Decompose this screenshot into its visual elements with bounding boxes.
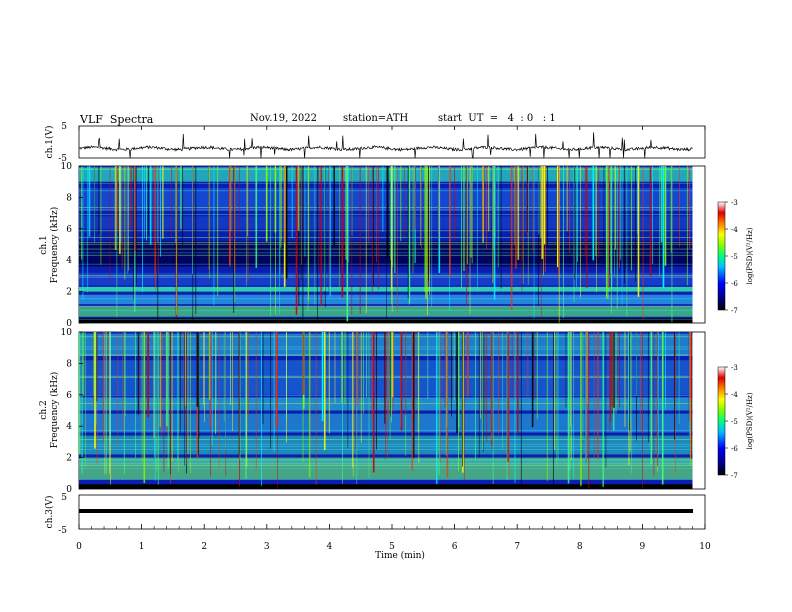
ch1-waveform-panel: 5 -5 ch.1(V): [44, 122, 706, 164]
ch1-waveform-line: [78, 132, 693, 160]
ch2-colorbar-label: log(PSD)(V²/Hz): [746, 392, 754, 449]
ch1-spectrogram-ylabel-line2: Frequency (kHz): [49, 207, 60, 284]
ch1-spectrogram-panel: 10 8 6 4 2 0 ch.1 Frequency (kHz): [39, 162, 706, 329]
figure-title: VLF Spectra: [80, 113, 154, 126]
ch1-colorbar-label: log(PSD)(V²/Hz): [746, 227, 754, 284]
spec1-band-6: [79, 294, 693, 305]
ch2-spec-ytick-2: 6: [66, 391, 72, 401]
time-axis: 0 1 2 3 4 5 6 7 8 9 10: [76, 126, 711, 552]
xtick-1: 1: [139, 542, 145, 552]
spec1-band-2: [79, 216, 693, 229]
xtick-0: 0: [76, 542, 82, 552]
start-time-label: start UT = 4 : 0 : 1: [438, 113, 556, 124]
ch2-colorbar-tick-0: -3: [731, 364, 738, 372]
spec1-band-5: [79, 286, 693, 292]
ch2-spec-ytick-5: 0: [66, 485, 72, 495]
xtick-2: 2: [201, 542, 207, 552]
ch1-colorbar-tick-4: -7: [731, 307, 738, 315]
ch2-spectrogram-ylabel-line1: ch.2: [39, 400, 49, 419]
ch2-spectrogram-panel: 10 8 6 4 2 0 ch.2 Frequency (kHz): [39, 328, 706, 495]
xtick-8: 8: [577, 542, 583, 552]
ch1-colorbar: -3 -4 -5 -6 -7 log(PSD)(V²/Hz): [717, 199, 754, 315]
station-label: station=ATH: [343, 113, 409, 124]
ch2-spec-ytick-0: 10: [61, 328, 73, 338]
xtick-3: 3: [264, 542, 270, 552]
xtick-10: 10: [699, 542, 711, 552]
ch1-spec-ytick-5: 0: [66, 319, 72, 329]
xtick-9: 9: [640, 542, 646, 552]
spec1-band-7: [79, 307, 693, 317]
ch1-colorbar-tick-2: -5: [731, 253, 738, 261]
date-label: Nov.19, 2022: [250, 113, 317, 124]
ch3-waveform-panel: 5 -5 ch.3(V): [44, 493, 706, 536]
ch1-spec-ytick-4: 2: [66, 288, 72, 298]
ch2-colorbar-tick-3: -6: [731, 445, 738, 453]
ch3-ytick-top: 5: [61, 493, 67, 503]
ch3-waveform-trace: [79, 509, 693, 513]
ch2-spectrogram: [78, 332, 693, 489]
ch2-spec-ytick-1: 8: [66, 359, 72, 369]
ch1-colorbar-tick-0: -3: [731, 199, 738, 207]
spec1-band-8: [79, 318, 693, 323]
ch1-spec-ytick-2: 6: [66, 225, 72, 235]
xtick-6: 6: [452, 542, 458, 552]
ch1-ylabel: ch.1(V): [44, 126, 55, 159]
ch1-ytick-top: 5: [61, 122, 67, 132]
ch1-colorbar-tick-1: -4: [731, 226, 738, 234]
ch2-spec-ytick-4: 2: [66, 454, 72, 464]
ch1-ytick-bottom: -5: [58, 154, 67, 164]
ch1-spectrogram-ylabel-line1: ch.1: [39, 235, 49, 254]
ch2-colorbar-tick-1: -4: [731, 391, 738, 399]
spec1-band-3: [79, 241, 693, 267]
xtick-4: 4: [327, 542, 333, 552]
ch2-colorbar: -3 -4 -5 -6 -7 log(PSD)(V²/Hz): [717, 364, 754, 480]
ch2-spectrogram-ylabel-line2: Frequency (kHz): [49, 372, 60, 449]
spec2-band-6: [79, 484, 693, 489]
ch1-spectrogram: [79, 166, 693, 323]
xtick-7: 7: [514, 542, 520, 552]
ch2-spec-ytick-3: 4: [66, 422, 72, 432]
spec1-band-4: [79, 272, 693, 286]
spec1-band-1: [79, 187, 693, 210]
ch2-colorbar-tick-4: -7: [731, 472, 738, 480]
x-axis-label: Time (min): [375, 550, 425, 561]
ch1-spec-ytick-1: 8: [66, 193, 72, 203]
ch1-colorbar-tick-3: -6: [731, 280, 738, 288]
ch3-ytick-bottom: -5: [58, 526, 67, 536]
ch2-colorbar-tick-2: -5: [731, 418, 738, 426]
ch3-ylabel: ch.3(V): [44, 496, 55, 529]
xtick-5: 5: [389, 542, 395, 552]
ch1-spec-ytick-3: 4: [66, 256, 72, 266]
ch1-spec-ytick-0: 10: [61, 162, 73, 172]
